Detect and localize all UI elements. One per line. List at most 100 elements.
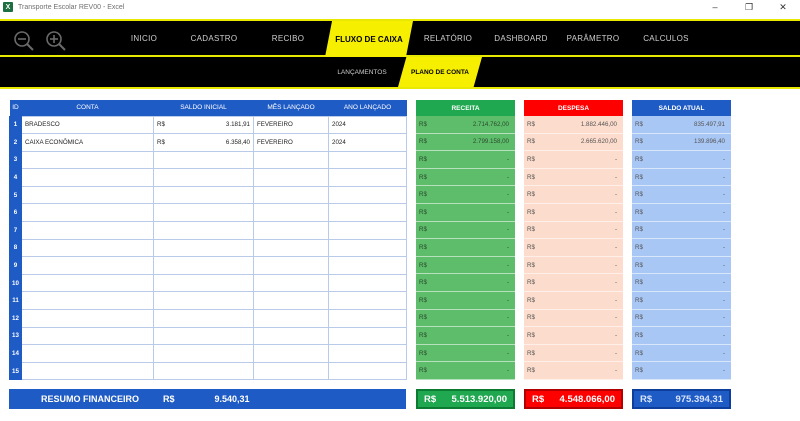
nav-parametro[interactable]: PARÂMETRO xyxy=(566,33,620,43)
conta-cell[interactable] xyxy=(21,344,154,363)
saldo-inicial-cell[interactable] xyxy=(153,221,254,240)
nav-calculos[interactable]: CALCULOS xyxy=(643,33,689,43)
ano-lancado-cell[interactable] xyxy=(328,344,407,363)
ano-lancado-cell[interactable]: 2024 xyxy=(328,115,407,135)
nav-fluxo-de-caixa[interactable]: FLUXO DE CAIXA xyxy=(325,21,413,57)
saldo-inicial-cell[interactable] xyxy=(153,309,254,328)
conta-cell[interactable] xyxy=(21,238,154,258)
ano-lancado-cell[interactable] xyxy=(328,361,407,381)
ano-lancado-cell[interactable] xyxy=(328,238,407,258)
mes-lancado-cell[interactable] xyxy=(253,150,329,170)
ano-lancado-cell[interactable]: 2024 xyxy=(328,133,407,152)
saldo-inicial-cell[interactable]: R$ 3.181,91 xyxy=(153,115,254,135)
mes-lancado-cell[interactable] xyxy=(253,273,329,293)
ano-lancado-cell[interactable] xyxy=(328,309,407,328)
total-saldo-value: 975.394,31 xyxy=(675,393,723,405)
saldo-inicial-cell[interactable] xyxy=(153,168,254,187)
despesa-value: - xyxy=(614,331,617,339)
saldo-inicial-cell[interactable] xyxy=(153,273,254,293)
receita-value: - xyxy=(506,243,509,251)
nav-relatorio[interactable]: RELATÓRIO xyxy=(423,33,473,43)
mes-lancado-cell[interactable]: FEVEREIRO xyxy=(253,133,329,152)
receita-row: R$ - xyxy=(416,239,515,257)
table-row: 13 xyxy=(9,326,407,346)
ano-lancado-cell[interactable] xyxy=(328,291,407,311)
ano-lancado-cell[interactable] xyxy=(328,256,407,275)
mes-lancado-cell[interactable] xyxy=(253,344,329,363)
saldo-inicial-cell[interactable] xyxy=(153,203,254,223)
conta-cell[interactable] xyxy=(21,273,154,293)
mes-lancado-cell[interactable] xyxy=(253,221,329,240)
zoom-in-icon[interactable] xyxy=(45,30,67,52)
subnav-plano-de-conta[interactable]: PLANO DE CONTA xyxy=(398,57,482,87)
currency-label: R$ xyxy=(527,279,535,287)
ano-lancado-cell[interactable] xyxy=(328,273,407,293)
conta-cell[interactable] xyxy=(21,256,154,275)
saldo-inicial-cell[interactable] xyxy=(153,344,254,363)
conta-cell[interactable] xyxy=(21,168,154,187)
conta-cell[interactable] xyxy=(21,203,154,223)
saldo-inicial-cell[interactable] xyxy=(153,326,254,346)
saldo-inicial-cell[interactable] xyxy=(153,256,254,275)
saldo-inicial-cell[interactable] xyxy=(153,238,254,258)
receita-row: R$ - xyxy=(416,168,515,187)
conta-cell[interactable] xyxy=(21,309,154,328)
maximize-icon[interactable]: ❐ xyxy=(744,1,754,12)
receita-row: R$ - xyxy=(416,274,515,292)
mes-lancado-cell[interactable] xyxy=(253,168,329,187)
receita-header: RECEITA xyxy=(416,100,515,116)
currency-label: R$ xyxy=(635,138,643,146)
despesa-value: - xyxy=(614,349,617,357)
mes-lancado-cell[interactable]: FEVEREIRO xyxy=(253,115,329,135)
mes-lancado-cell[interactable] xyxy=(253,291,329,311)
saldo-inicial-cell[interactable]: R$ 6.358,40 xyxy=(153,133,254,152)
currency-label: R$ xyxy=(419,314,427,322)
mes-lancado-cell[interactable] xyxy=(253,361,329,381)
receita-value: - xyxy=(506,349,509,357)
table-row: 2 CAIXA ECONÔMICA R$ 6.358,40 FEVEREIRO 2024 xyxy=(9,133,407,152)
subnav-lancamentos[interactable]: LANÇAMENTOS xyxy=(337,68,387,76)
conta-cell[interactable]: CAIXA ECONÔMICA xyxy=(21,133,154,152)
ano-lancado-cell[interactable] xyxy=(328,150,407,170)
mes-lancado-cell[interactable] xyxy=(253,238,329,258)
currency-label: R$ xyxy=(635,173,643,181)
mes-lancado-cell[interactable] xyxy=(253,203,329,223)
nav-inicio[interactable]: INICIO xyxy=(130,33,158,43)
zoom-out-icon[interactable] xyxy=(13,30,35,52)
mes-lancado-cell[interactable] xyxy=(253,256,329,275)
mes-lancado-cell[interactable] xyxy=(253,185,329,205)
resumo-label: RESUMO FINANCEIRO xyxy=(41,394,140,404)
receita-row: R$ - xyxy=(416,327,515,345)
ano-lancado-cell[interactable] xyxy=(328,185,407,205)
mes-lancado-cell[interactable] xyxy=(253,309,329,328)
close-icon[interactable]: ✕ xyxy=(779,1,787,12)
conta-cell[interactable] xyxy=(21,150,154,170)
minimize-icon[interactable]: – xyxy=(712,2,718,12)
conta-cell[interactable] xyxy=(21,185,154,205)
conta-cell[interactable]: BRADESCO xyxy=(21,115,154,135)
ano-lancado-cell[interactable] xyxy=(328,221,407,240)
saldo-inicial-cell[interactable] xyxy=(153,150,254,170)
receita-value: - xyxy=(506,314,509,322)
saldo-inicial-cell[interactable] xyxy=(153,361,254,381)
ano-lancado-cell[interactable] xyxy=(328,168,407,187)
nav-cadastro[interactable]: CADASTRO xyxy=(190,33,238,43)
despesa-value: - xyxy=(614,296,617,304)
nav-recibo[interactable]: RECIBO xyxy=(271,33,305,43)
conta-cell[interactable] xyxy=(21,221,154,240)
conta-cell[interactable] xyxy=(21,361,154,381)
mes-lancado-cell[interactable] xyxy=(253,326,329,346)
despesa-row: R$ - xyxy=(524,221,623,240)
saldo-inicial-cell[interactable] xyxy=(153,185,254,205)
saldo-inicial-cell[interactable] xyxy=(153,291,254,311)
ano-lancado-cell[interactable] xyxy=(328,326,407,346)
total-saldo-atual: R$ 975.394,31 xyxy=(632,389,731,409)
conta-cell[interactable] xyxy=(21,326,154,346)
currency-label: R$ xyxy=(527,331,535,339)
nav-dashboard[interactable]: DASHBOARD xyxy=(494,33,548,43)
conta-cell[interactable] xyxy=(21,291,154,311)
currency-label: R$ xyxy=(527,226,535,234)
saldo-atual-row: R$ 835.497,91 xyxy=(632,116,731,134)
ano-lancado-cell[interactable] xyxy=(328,203,407,223)
row-id: 6 xyxy=(9,203,22,223)
